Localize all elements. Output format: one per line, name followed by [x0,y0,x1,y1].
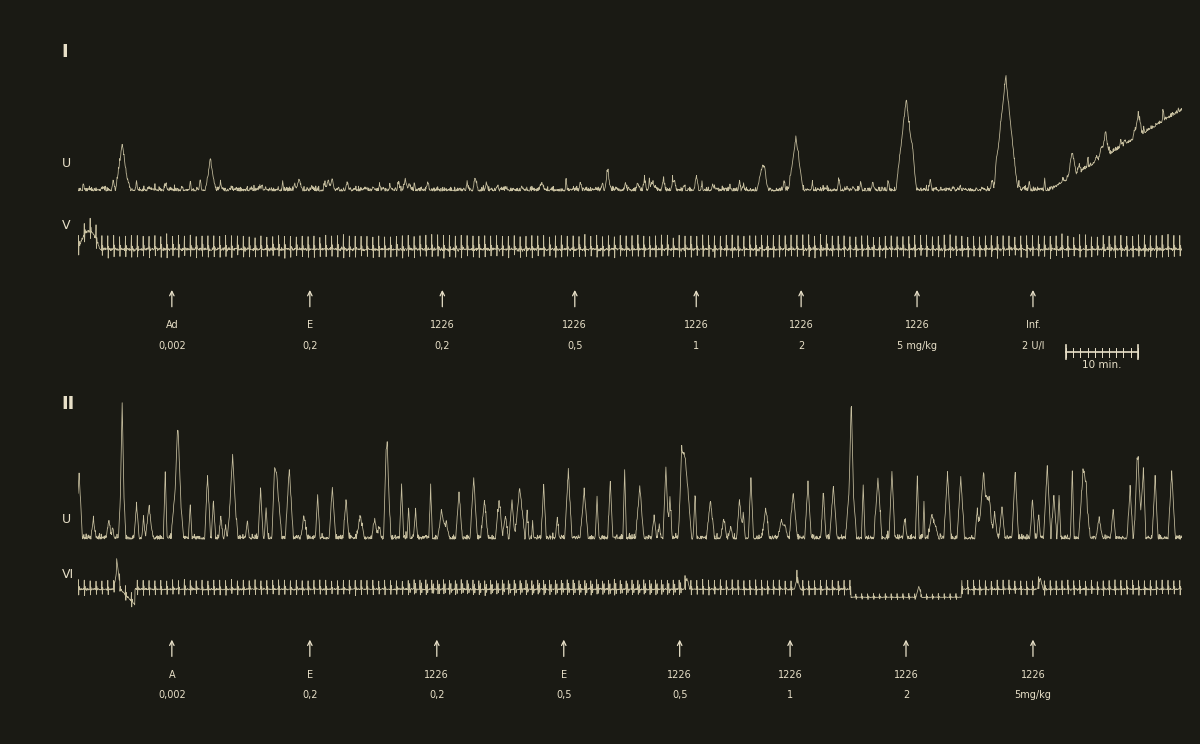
Text: 1226: 1226 [563,320,587,330]
Text: 2: 2 [902,690,910,700]
Text: 0,5: 0,5 [556,690,571,700]
Text: 5mg/kg: 5mg/kg [1014,690,1051,700]
Text: V: V [61,219,70,231]
Text: 1226: 1226 [667,670,692,680]
Text: VI: VI [61,568,73,581]
Text: 1226: 1226 [684,320,709,330]
Text: 1226: 1226 [425,670,449,680]
Text: 1: 1 [694,341,700,350]
Text: 5 mg/kg: 5 mg/kg [898,341,937,350]
Text: 0,5: 0,5 [672,690,688,700]
Text: 0,2: 0,2 [430,690,444,700]
Text: Ad: Ad [166,320,178,330]
Text: 1226: 1226 [894,670,918,680]
Text: 1226: 1226 [430,320,455,330]
Text: 0,2: 0,2 [302,690,318,700]
Text: I: I [61,43,68,61]
Text: 1226: 1226 [778,670,803,680]
Text: 0,2: 0,2 [434,341,450,350]
Text: 0,002: 0,002 [158,341,186,350]
Text: E: E [560,670,566,680]
Text: 0,2: 0,2 [302,341,318,350]
Text: 1: 1 [787,690,793,700]
Text: 0,002: 0,002 [158,690,186,700]
Text: 2: 2 [798,341,804,350]
Text: 0,5: 0,5 [568,341,582,350]
Text: E: E [307,670,313,680]
Text: 1226: 1226 [905,320,930,330]
Text: U: U [61,513,71,526]
Text: A: A [168,670,175,680]
Text: 2 U/l: 2 U/l [1021,341,1044,350]
Text: 1226: 1226 [1020,670,1045,680]
Text: U: U [61,158,71,170]
Text: Inf.: Inf. [1026,320,1040,330]
Text: II: II [61,394,74,413]
Text: 1226: 1226 [788,320,814,330]
Text: E: E [307,320,313,330]
Text: 10 min.: 10 min. [1082,360,1122,371]
